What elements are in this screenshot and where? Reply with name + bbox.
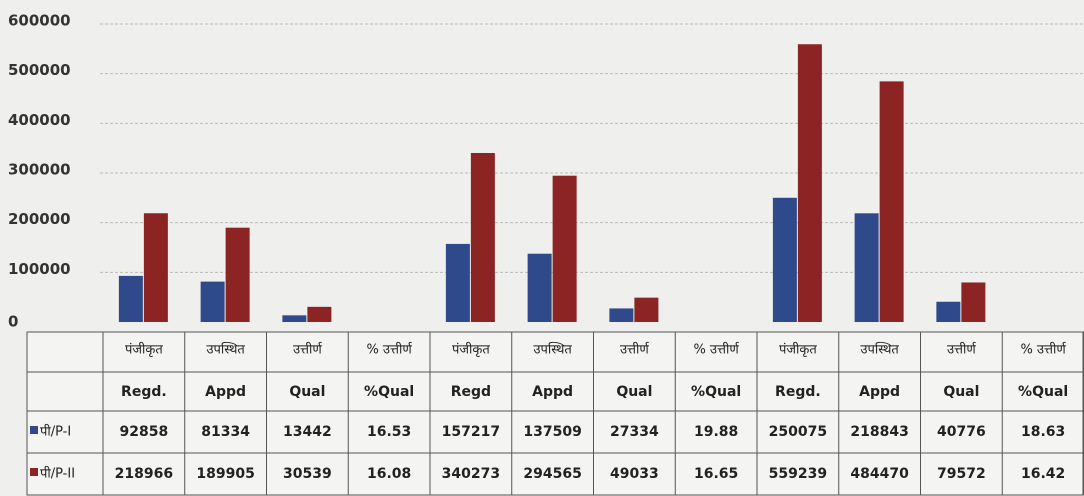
legend-label: पी/P-II <box>40 466 75 482</box>
table-value: 559239 <box>769 466 827 482</box>
table-value: 218966 <box>115 466 173 482</box>
table-value: 16.42 <box>1021 466 1065 482</box>
category-label: उत्तीर्ण <box>947 342 977 358</box>
category-label-en: Qual <box>289 384 325 400</box>
bar <box>527 253 552 322</box>
category-label: % उत्तीर्ण <box>1020 342 1066 358</box>
table-value: 218843 <box>850 424 908 440</box>
bar <box>772 197 797 322</box>
table-value: 16.08 <box>367 466 411 482</box>
y-tick-label: 0 <box>8 313 18 331</box>
table-value: 16.65 <box>694 466 738 482</box>
bar <box>936 301 961 322</box>
table-value: 157217 <box>442 424 500 440</box>
table-value: 27334 <box>610 424 659 440</box>
category-label-en: %Qual <box>691 384 741 400</box>
category-label: पंजीकृत <box>452 342 490 358</box>
table-value: 340273 <box>442 466 500 482</box>
category-label-en: %Qual <box>1018 384 1068 400</box>
y-tick-label: 600000 <box>8 12 71 30</box>
category-label: उत्तीर्ण <box>293 342 323 358</box>
category-label-en: Regd. <box>121 384 167 400</box>
table-value: 250075 <box>769 424 827 440</box>
table-value: 484470 <box>850 466 909 482</box>
bar <box>200 281 225 322</box>
category-label: % उत्तीर्ण <box>366 342 412 358</box>
category-label-en: %Qual <box>364 384 414 400</box>
category-label-en: Regd. <box>775 384 821 400</box>
category-label: उत्तीर्ण <box>620 342 650 358</box>
table-value: 19.88 <box>694 424 738 440</box>
bar <box>118 275 143 322</box>
table-bg <box>26 331 1084 496</box>
table-value: 16.53 <box>367 424 411 440</box>
y-tick-label: 200000 <box>8 210 71 228</box>
category-label-en: Qual <box>943 384 979 400</box>
bar <box>879 81 904 322</box>
bar <box>961 282 986 322</box>
bar <box>445 243 470 322</box>
y-tick-label: 300000 <box>8 161 71 179</box>
category-label: उपस्थित <box>533 342 572 358</box>
bar <box>797 44 822 322</box>
table-value: 30539 <box>283 466 332 482</box>
bar <box>470 152 495 322</box>
y-tick-label: 100000 <box>8 260 71 278</box>
category-label-en: Regd <box>451 384 491 400</box>
category-label-en: Appd <box>532 384 573 400</box>
category-label-en: Qual <box>616 384 652 400</box>
table-value: 189905 <box>196 466 254 482</box>
category-label: % उत्तीर्ण <box>693 342 739 358</box>
table-value: 49033 <box>610 466 659 482</box>
bar <box>854 213 879 322</box>
bar <box>634 297 659 322</box>
y-tick-label: 500000 <box>8 61 71 79</box>
table-value: 40776 <box>937 424 986 440</box>
bar <box>225 227 250 322</box>
bar <box>609 308 634 322</box>
legend-label: पी/P-I <box>40 424 71 440</box>
bar <box>552 175 577 322</box>
category-label-en: Appd <box>205 384 246 400</box>
table-value: 81334 <box>201 424 250 440</box>
y-tick-label: 400000 <box>8 111 71 129</box>
legend-key <box>30 426 38 434</box>
bar <box>282 315 307 322</box>
table-value: 137509 <box>523 424 581 440</box>
bar <box>143 213 168 322</box>
table-value: 294565 <box>523 466 581 482</box>
category-label: पंजीकृत <box>779 342 817 358</box>
category-label: उपस्थित <box>860 342 899 358</box>
category-label: उपस्थित <box>206 342 245 358</box>
table-value: 92858 <box>120 424 169 440</box>
legend-key <box>30 468 38 476</box>
category-label-en: Appd <box>859 384 900 400</box>
table-value: 79572 <box>937 466 986 482</box>
category-label: पंजीकृत <box>125 342 163 358</box>
table-value: 13442 <box>283 424 332 440</box>
table-value: 18.63 <box>1021 424 1065 440</box>
bar <box>307 306 332 322</box>
